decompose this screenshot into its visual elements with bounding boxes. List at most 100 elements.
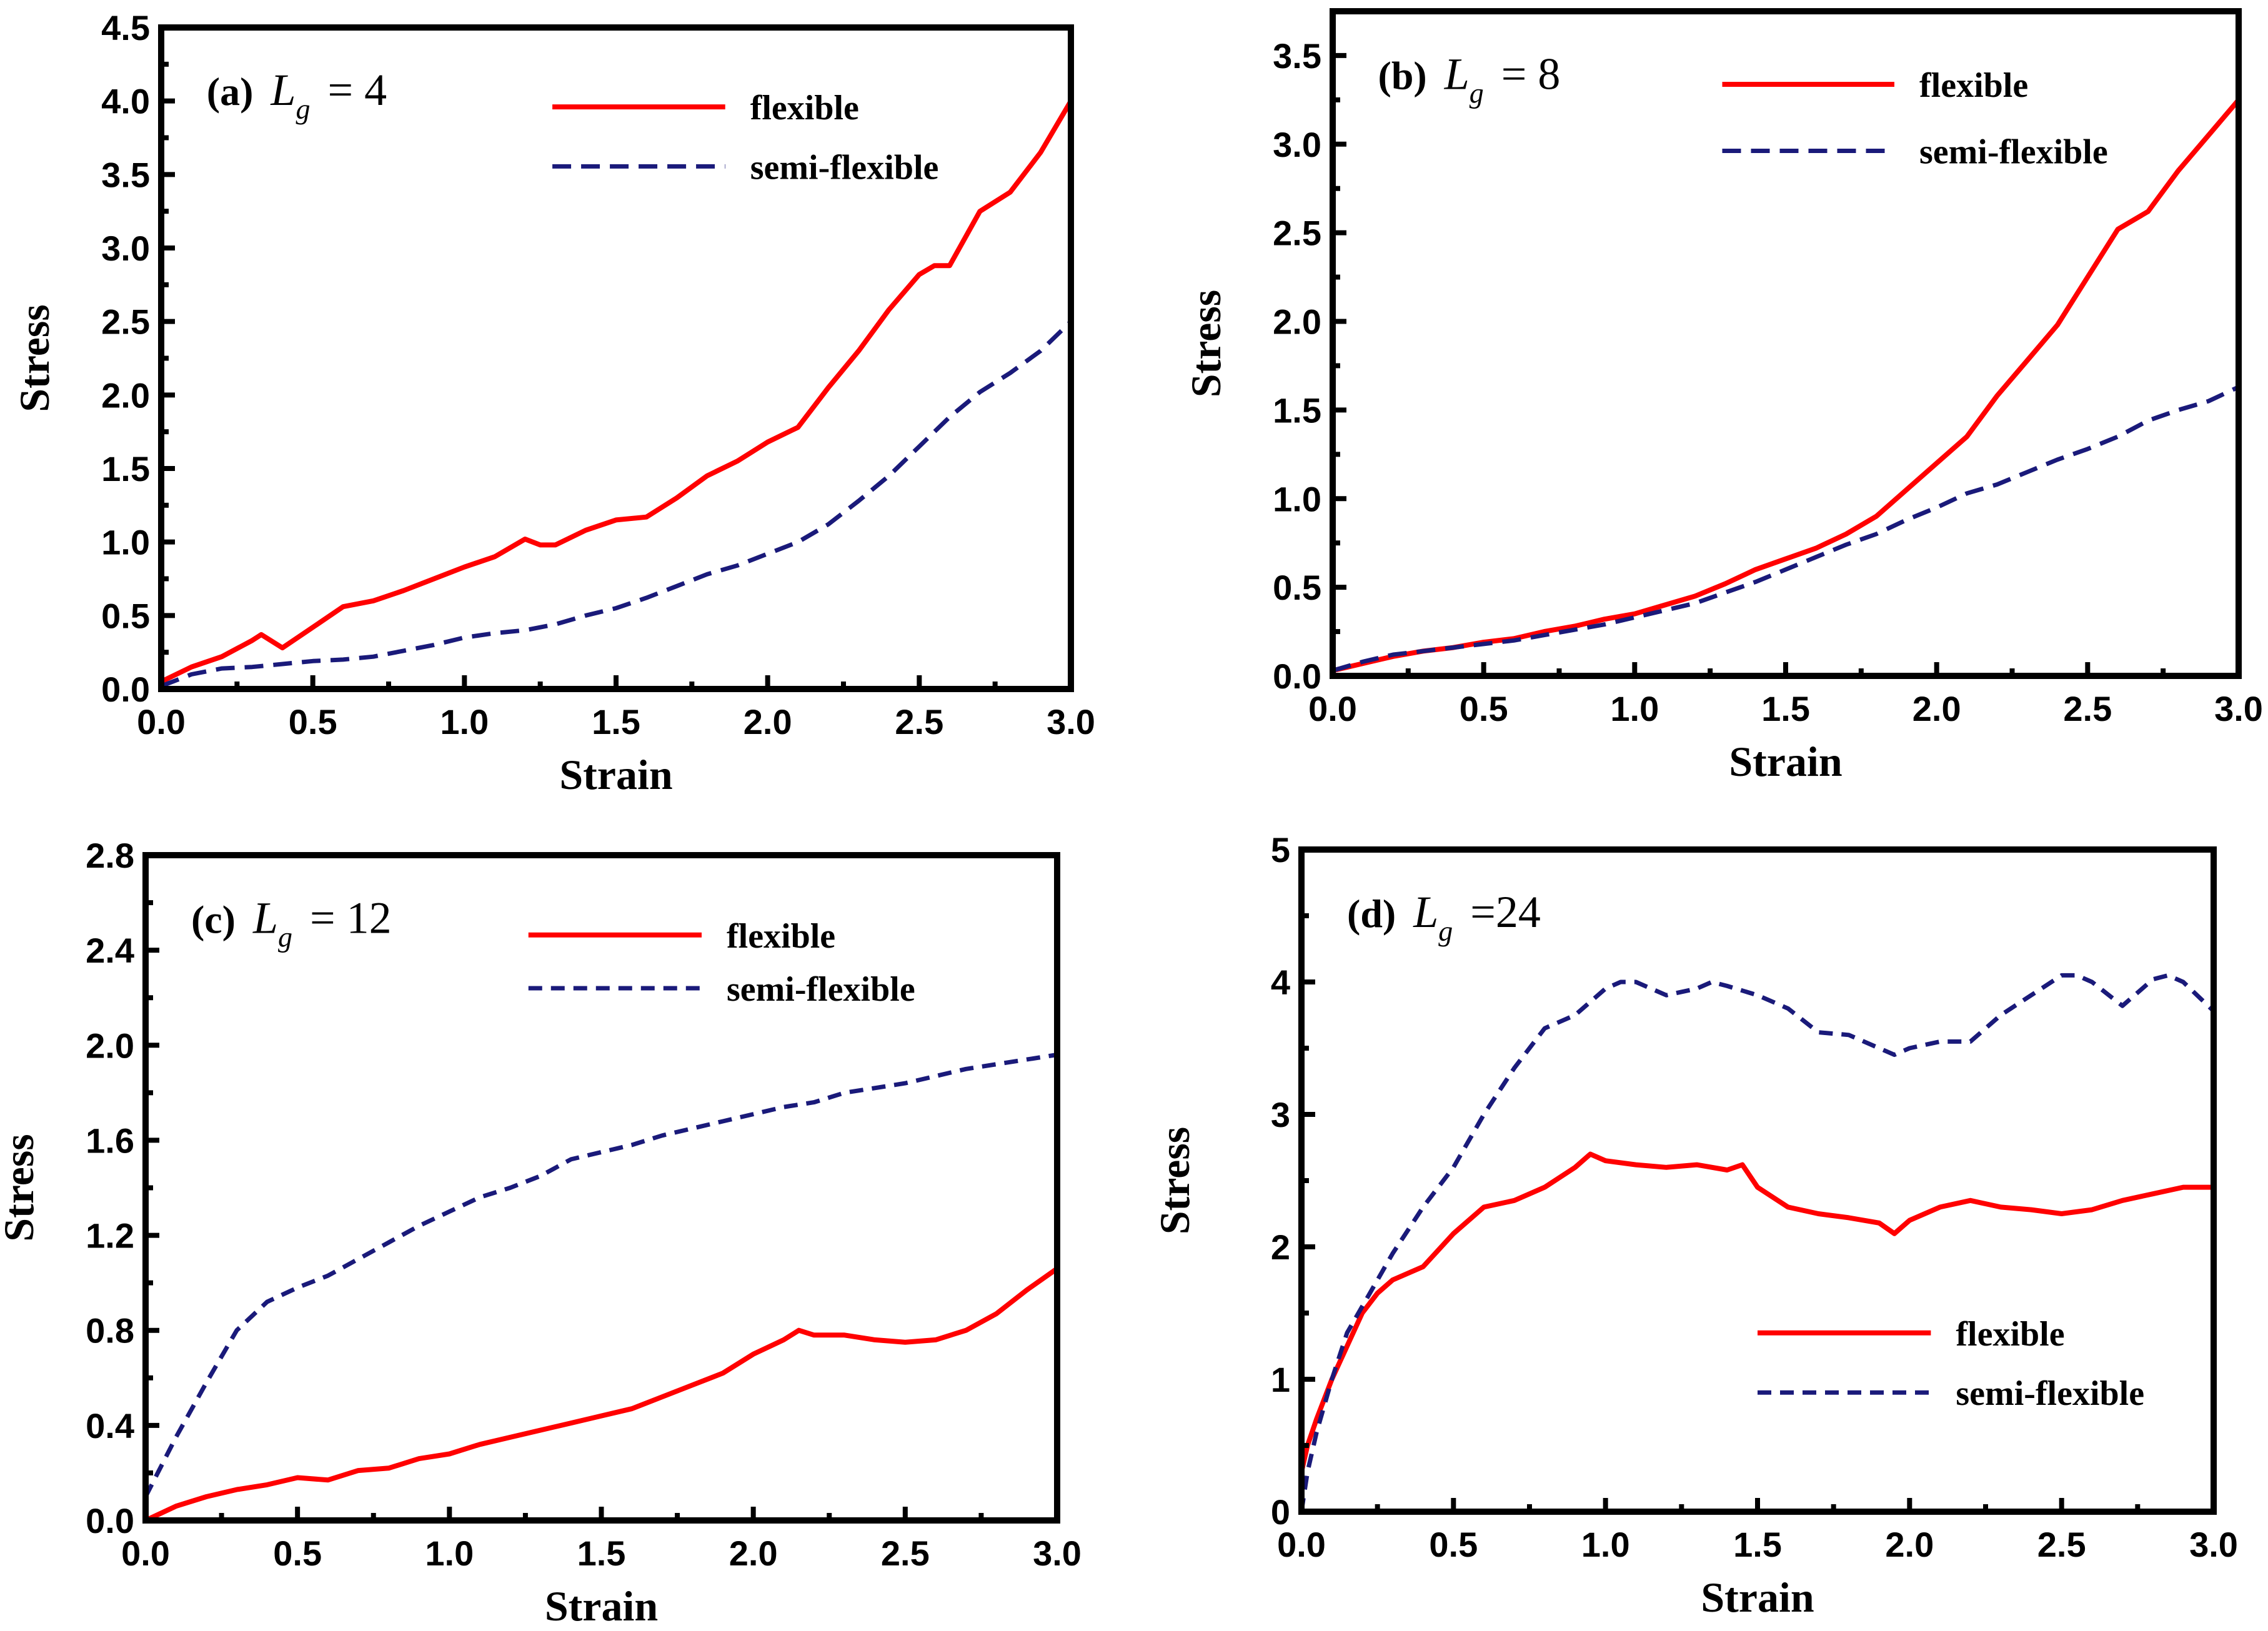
- y-tick-label: 2.8: [86, 836, 134, 875]
- panel-annotation: (c) Lg = 12: [191, 893, 392, 953]
- annotation-value: = 8: [1490, 49, 1561, 99]
- y-tick-label: 0.0: [1273, 657, 1321, 696]
- panel-a: 0.0 0.5 1.0 1.5 2.0 2.5 3.0 0.0 0.5 1.0 1.5 2.0 2.5 3…: [11, 8, 1095, 798]
- legend-label-flexible: flexible: [750, 89, 859, 127]
- y-tick-label: 0.4: [86, 1406, 134, 1445]
- x-tick-label: 2.0: [1885, 1525, 1934, 1564]
- legend-label-semi-flexible: semi-flexible: [750, 148, 939, 187]
- y-tick-label: 2.0: [101, 375, 150, 415]
- y-tick-label: 4: [1271, 963, 1290, 1002]
- y-tick-label: 3: [1271, 1095, 1290, 1134]
- series-semi-flexible-line: [143, 1053, 1058, 1498]
- y-tick-label: 2.0: [1273, 302, 1321, 342]
- series-semi-flexible-line: [1332, 385, 2240, 673]
- annotation-value: = 4: [316, 65, 387, 115]
- panel-c: 0.0 0.5 1.0 1.5 2.0 2.5 3.0 0.0 0.4 0.8 1.2 1.6 2.0 2…: [0, 836, 1082, 1630]
- x-axis-title: Strain: [545, 1582, 658, 1630]
- plot-frame: [1330, 8, 2242, 679]
- y-axis-title: Stress: [0, 1134, 42, 1242]
- panel-label: (d): [1347, 891, 1396, 936]
- y-tick-label: 0.5: [1273, 568, 1321, 607]
- panel-label: (c): [191, 898, 236, 942]
- y-tick-label: 4.0: [101, 82, 150, 121]
- y-tick-label: 2.5: [1273, 214, 1321, 253]
- x-tick-label: 1.0: [440, 702, 489, 741]
- y-tick-label: 2: [1271, 1227, 1290, 1267]
- y-tick-label: 1.0: [101, 523, 150, 562]
- x-tick-label: 2.0: [729, 1534, 778, 1573]
- series-flexible-line: [160, 99, 1073, 684]
- y-tick-label: 0: [1271, 1492, 1290, 1532]
- annotation-value: = 12: [299, 893, 392, 943]
- y-tick-label: 4.5: [101, 8, 150, 47]
- x-tick-label: 0.0: [1308, 689, 1357, 728]
- x-tick-label: 1.5: [1761, 689, 1810, 728]
- annotation-value: =24: [1459, 887, 1541, 937]
- x-tick-label: 0.0: [121, 1534, 170, 1573]
- legend-label-flexible: flexible: [727, 917, 835, 956]
- x-tick-label: 2.5: [2063, 689, 2112, 728]
- plot-frame: [158, 24, 1074, 692]
- y-tick-label: 3.5: [1273, 36, 1321, 76]
- y-tick-label: 1.5: [1273, 390, 1321, 430]
- annotation-variable: L: [1413, 887, 1438, 937]
- plot-frame: [142, 852, 1060, 1524]
- panel-annotation: (d) Lg =24: [1347, 887, 1541, 947]
- x-tick-label: 1.0: [1581, 1525, 1630, 1564]
- y-tick-label: 0.5: [101, 596, 150, 635]
- annotation-subscript: g: [278, 921, 292, 953]
- x-tick-label: 1.5: [577, 1534, 626, 1573]
- y-tick-label: 0.0: [86, 1501, 134, 1540]
- legend-label-semi-flexible: semi-flexible: [1919, 132, 2108, 171]
- y-tick-label: 2.0: [86, 1026, 134, 1065]
- x-tick-label: 0.5: [1460, 689, 1508, 728]
- panel-annotation: (b) Lg = 8: [1378, 49, 1561, 109]
- series-flexible-line: [1299, 1151, 2214, 1473]
- y-tick-label: 5: [1271, 830, 1290, 870]
- y-axis-title: Stress: [11, 304, 58, 412]
- x-axis-title: Strain: [559, 751, 672, 798]
- x-tick-label: 2.0: [744, 702, 792, 741]
- x-tick-label: 0.0: [1277, 1525, 1326, 1564]
- y-tick-label: 3.5: [101, 155, 150, 194]
- x-tick-label: 3.0: [1033, 1534, 1082, 1573]
- annotation-subscript: g: [1470, 77, 1484, 109]
- y-tick-label: 1.6: [86, 1121, 134, 1160]
- panel-b: 0.0 0.5 1.0 1.5 2.0 2.5 3.0 0.0 0.5 1.0 1.5 2.0 2.5 3…: [1182, 8, 2263, 785]
- y-tick-label: 2.4: [86, 931, 134, 970]
- legend-label-semi-flexible: semi-flexible: [1956, 1374, 2144, 1413]
- y-tick-label: 0.0: [101, 670, 150, 709]
- series-flexible-line: [144, 1266, 1059, 1523]
- y-tick-label: 1.2: [86, 1216, 134, 1256]
- x-tick-label: 1.5: [592, 702, 640, 741]
- x-axis-title: Strain: [1701, 1574, 1814, 1621]
- x-tick-label: 2.0: [1912, 689, 1961, 728]
- y-axis-title: Stress: [1151, 1127, 1198, 1235]
- y-tick-label: 2.5: [101, 302, 150, 342]
- panel-d: 0.0 0.5 1.0 1.5 2.0 2.5 3.0 0 1 2 3 4 5 Strain Stress (…: [1151, 830, 2238, 1621]
- x-tick-label: 0.0: [137, 702, 186, 741]
- series-flexible-line: [1332, 98, 2241, 673]
- x-tick-label: 1.5: [1733, 1525, 1782, 1564]
- x-tick-label: 1.0: [425, 1534, 474, 1573]
- y-tick-label: 0.8: [86, 1311, 134, 1351]
- x-tick-label: 3.0: [2189, 1525, 2238, 1564]
- x-tick-label: 1.0: [1610, 689, 1659, 728]
- series-semi-flexible-line: [1299, 973, 2216, 1512]
- panel-label: (a): [207, 69, 254, 114]
- series-semi-flexible-line: [160, 320, 1073, 688]
- x-tick-label: 0.5: [1429, 1525, 1478, 1564]
- x-tick-label: 2.5: [881, 1534, 930, 1573]
- x-tick-label: 0.5: [273, 1534, 322, 1573]
- legend-label-flexible: flexible: [1956, 1315, 2064, 1354]
- panel-annotation: (a) Lg = 4: [207, 65, 387, 125]
- y-tick-label: 1.5: [101, 449, 150, 488]
- y-tick-label: 3.0: [1273, 125, 1321, 164]
- panel-label: (b): [1378, 53, 1427, 97]
- y-axis-title: Stress: [1182, 290, 1230, 398]
- annotation-subscript: g: [1438, 915, 1453, 947]
- x-axis-title: Strain: [1729, 738, 1842, 785]
- y-tick-label: 1: [1271, 1360, 1290, 1399]
- annotation-variable: L: [252, 893, 278, 943]
